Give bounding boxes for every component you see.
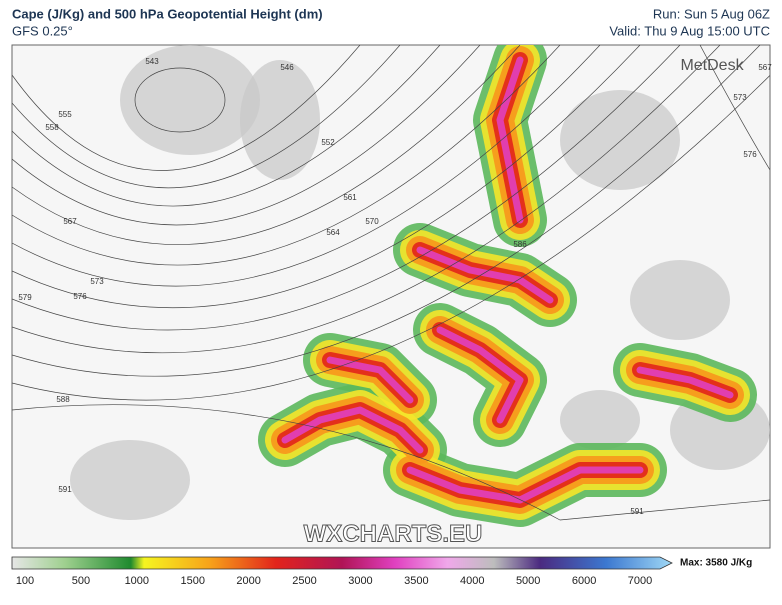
contour-label: 576 — [73, 292, 87, 301]
contour-label: 552 — [321, 138, 335, 147]
height-contour — [12, 45, 721, 354]
legend-tick-label: 3500 — [404, 575, 428, 587]
contour-label: 591 — [630, 507, 644, 516]
height-contour — [12, 45, 361, 171]
cape-area — [436, 326, 524, 424]
height-contour — [12, 45, 641, 309]
contour-label: 567 — [758, 63, 772, 72]
cloud-patch — [70, 440, 190, 520]
height-contour — [12, 45, 481, 226]
height-contour — [12, 45, 521, 246]
contour-label: 576 — [743, 150, 757, 159]
height-contour — [134, 67, 226, 133]
contour-label: 579 — [18, 293, 32, 302]
legend-tick-label: 6000 — [572, 575, 596, 587]
legend-tick-label: 5000 — [516, 575, 540, 587]
cape-area — [406, 466, 644, 504]
contour-label: 591 — [58, 485, 72, 494]
height-contour — [12, 45, 401, 189]
legend-tick-label: 1000 — [125, 575, 149, 587]
watermark: WXCHARTS.EU — [304, 520, 483, 547]
cape-area — [326, 356, 414, 404]
subtitle: GFS 0.25° — [12, 23, 73, 38]
height-contour — [12, 45, 761, 377]
cape-area — [416, 246, 554, 304]
contour-label: 543 — [145, 57, 159, 66]
contour-label: 588 — [56, 395, 70, 404]
height-contour — [12, 74, 770, 401]
height-contour — [12, 404, 770, 521]
logo: MetDesk — [680, 57, 744, 74]
contour-label: 573 — [90, 277, 104, 286]
contour-label: 564 — [326, 228, 340, 237]
cloud-patch — [630, 260, 730, 340]
legend-tick-label: 3000 — [348, 575, 372, 587]
cloud-patch — [560, 90, 680, 190]
contour-label: 558 — [45, 123, 59, 132]
legend-tick-label: 500 — [72, 575, 90, 587]
height-contour — [12, 45, 681, 331]
legend-tick-label: 4000 — [460, 575, 484, 587]
cloud-patch — [120, 45, 260, 155]
title: Cape (J/Kg) and 500 hPa Geopotential Hei… — [12, 6, 323, 21]
contour-label: 567 — [63, 217, 77, 226]
height-contour — [12, 45, 601, 287]
height-contour — [12, 45, 441, 207]
cape-area — [496, 56, 524, 224]
legend-tick-label: 2000 — [236, 575, 260, 587]
cloud-patch — [560, 390, 640, 450]
contour-label: 570 — [365, 217, 379, 226]
height-contour — [12, 45, 561, 266]
cloud-patch — [240, 60, 320, 180]
cape-area — [281, 406, 424, 454]
contour-label: 561 — [343, 193, 357, 202]
cape-area — [636, 366, 734, 399]
run-time: Run: Sun 5 Aug 06Z — [653, 6, 770, 21]
contour-label: 573 — [733, 93, 747, 102]
contour-label: 586 — [513, 240, 527, 249]
height-contour — [699, 45, 770, 171]
legend-tick-label: 1500 — [180, 575, 204, 587]
map-layers — [12, 45, 770, 527]
legend-tick-label: 2500 — [292, 575, 316, 587]
colorbar — [11, 556, 673, 570]
contour-label: 555 — [58, 110, 72, 119]
legend-tick-label: 7000 — [628, 575, 652, 587]
contour-label: 546 — [280, 63, 294, 72]
max-label: Max: 3580 J/Kg — [680, 558, 752, 569]
legend-tick-label: 100 — [16, 575, 34, 587]
valid-time: Valid: Thu 9 Aug 15:00 UTC — [609, 23, 770, 38]
